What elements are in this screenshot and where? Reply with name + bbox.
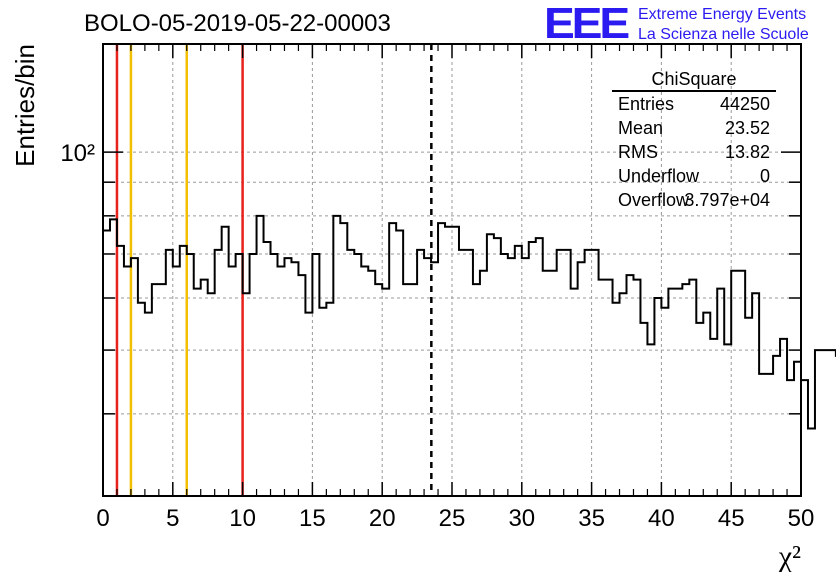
y-axis-label: Entries/bin [10,44,40,167]
stats-box: ChiSquare Entries 44250 Mean 23.52 RMS 1… [612,68,776,212]
stats-value: 13.82 [724,142,770,162]
x-tick-label: 5 [166,505,179,532]
x-tick-label: 40 [648,505,675,532]
y-tick-label: 10² [60,140,95,167]
chart-title: BOLO-05-2019-05-22-00003 [84,10,391,37]
stats-key: Underflow [618,166,700,186]
histogram-series [103,214,836,430]
x-tick-label: 10 [229,505,256,532]
stats-key: Mean [618,118,664,138]
logo-line-1: Extreme Energy Events [638,6,807,23]
x-axis-label: χ² [778,540,801,572]
stats-value: 23.52 [724,118,770,138]
x-tick-label: 20 [369,505,396,532]
x-tick-label: 25 [439,505,466,532]
x-tick-label: 45 [718,505,745,532]
stats-key: RMS [618,142,658,162]
x-tick-label: 15 [299,505,326,532]
stats-key: Overflow [618,190,690,210]
x-tick-label: 50 [788,505,815,532]
x-tick-label: 30 [508,505,535,532]
stats-row: Entries 44250 [612,92,776,116]
stats-key: Entries [618,94,675,114]
x-tick-label: 0 [96,505,109,532]
logo-line-2: La Scienza nelle Scuole [638,26,809,43]
logo-mark: EEE [544,0,630,48]
stats-box-title: ChiSquare [612,68,776,92]
stats-value: 44250 [719,94,770,114]
stats-row: RMS 13.82 [612,140,776,164]
marker-lines [115,44,433,496]
x-tick-label: 35 [578,505,605,532]
axis-tick-labels: 0 5 10 15 20 25 30 35 40 45 50 10² [60,140,814,532]
axis-ticks [102,44,802,496]
stats-value: 3.797e+04 [684,190,770,210]
stats-row: Underflow 0 [612,164,776,188]
grid-lines [103,44,801,496]
stats-row: Mean 23.52 [612,116,776,140]
stats-row: Overflow 3.797e+04 [612,188,776,212]
stats-value: 0 [759,166,770,186]
